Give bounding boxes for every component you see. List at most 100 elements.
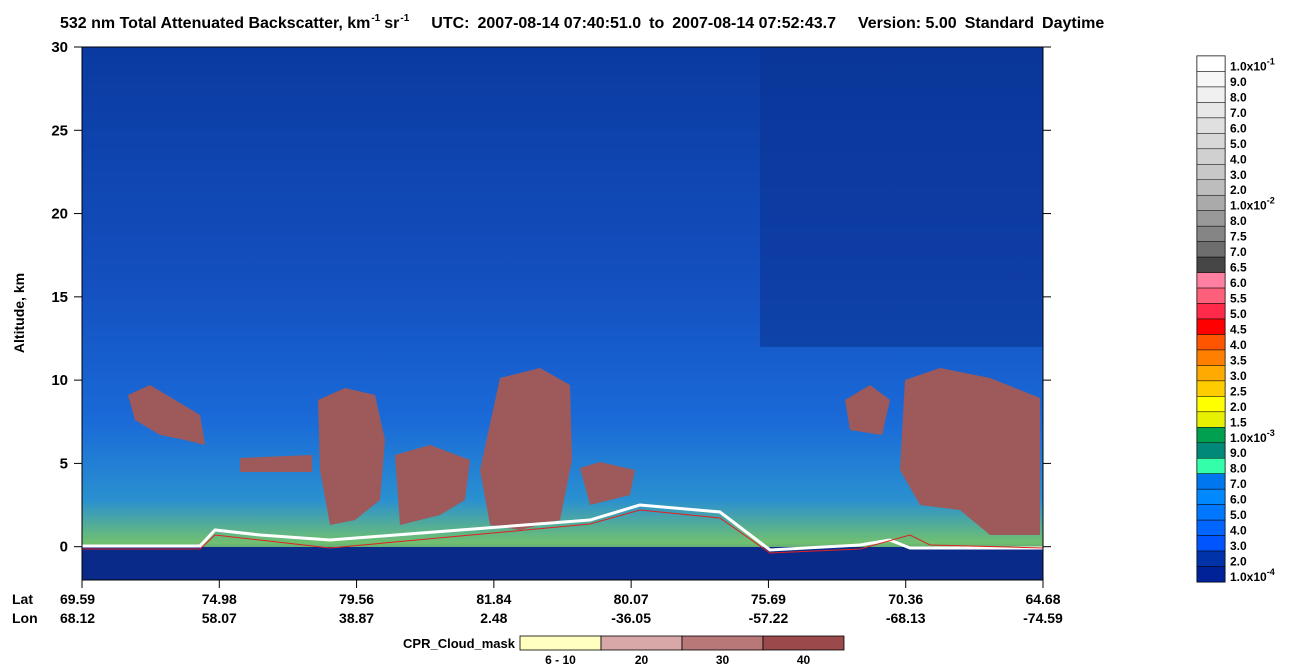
colorbar-label-base: 4.0: [1230, 524, 1247, 538]
colorbar-label-base: 4.5: [1230, 322, 1247, 336]
colorbar-label: 6.0: [1230, 276, 1247, 290]
colorbar-swatch: [1196, 550, 1226, 567]
colorbar-swatch: [1196, 241, 1226, 258]
colorbar-label: 7.0: [1230, 477, 1247, 491]
lon-tick-label: -36.05: [611, 610, 651, 626]
colorbar-label: 7.0: [1230, 106, 1247, 120]
colorbar-label: 7.0: [1230, 245, 1247, 259]
colorbar-label: 6.5: [1230, 261, 1247, 275]
title-part: -1: [400, 13, 409, 24]
colorbar-label-base: 6.0: [1230, 276, 1247, 290]
mask-category-label: 6 - 10: [545, 653, 576, 667]
colorbar-label-base: 5.0: [1230, 137, 1247, 151]
colorbar-label: 1.0x10-3: [1230, 428, 1275, 445]
y-tick-label: 30: [51, 39, 68, 56]
colorbar-label-base: 7.5: [1230, 230, 1247, 244]
mask-swatch: [762, 635, 845, 651]
colorbar-label-base: 4.0: [1230, 338, 1247, 352]
colorbar-label-exp: -2: [1267, 196, 1275, 206]
y-tick-label: 20: [51, 206, 68, 223]
colorbar-swatch: [1196, 488, 1226, 505]
colorbar-swatch: [1196, 210, 1226, 227]
colorbar-label: 3.5: [1230, 353, 1247, 367]
colorbar-label: 2.0: [1230, 400, 1247, 414]
colorbar-swatch: [1196, 55, 1226, 72]
colorbar-label-base: 9.0: [1230, 446, 1247, 460]
mask-swatch: [600, 635, 683, 651]
colorbar-swatch: [1196, 427, 1226, 444]
colorbar-label: 9.0: [1230, 75, 1247, 89]
lat-tick-label: 75.69: [751, 591, 786, 607]
mask-category-label: 40: [797, 653, 811, 667]
colorbar-label-base: 7.0: [1230, 106, 1247, 120]
colorbar-swatch: [1196, 256, 1226, 273]
colorbar-label-base: 2.5: [1230, 384, 1247, 398]
colorbar-label: 9.0: [1230, 446, 1247, 460]
colorbar-label-base: 1.0x10: [1230, 570, 1267, 584]
colorbar-label: 1.5: [1230, 415, 1247, 429]
y-tick-label: 10: [51, 372, 68, 389]
mask-category-label: 20: [635, 653, 649, 667]
lon-tick-label: 68.12: [60, 610, 95, 626]
colorbar-label-base: 5.0: [1230, 508, 1247, 522]
colorbar-label-base: 3.0: [1230, 539, 1247, 553]
lat-tick-label: 70.36: [888, 591, 923, 607]
colorbar-label: 6.0: [1230, 121, 1247, 135]
colorbar-label-base: 3.0: [1230, 369, 1247, 383]
colorbar-label: 7.5: [1230, 230, 1247, 244]
colorbar-label-base: 8.0: [1230, 462, 1247, 476]
colorbar-label-exp: -3: [1267, 428, 1275, 438]
title-part: 2007-08-14 07:40:51.0: [477, 15, 641, 32]
colorbar-swatch: [1196, 303, 1226, 320]
colorbar-label-base: 8.0: [1230, 90, 1247, 104]
title-part: Standard: [965, 15, 1034, 32]
lat-tick-label: 79.56: [339, 591, 374, 607]
colorbar-swatch: [1196, 504, 1226, 521]
colorbar-swatch: [1196, 334, 1226, 351]
colorbar-swatch: [1196, 365, 1226, 382]
lat-tick-label: 64.68: [1025, 591, 1060, 607]
colorbar-swatch: [1196, 566, 1226, 583]
colorbar-swatch: [1196, 411, 1226, 428]
colorbar-label: 2.0: [1230, 555, 1247, 569]
lon-tick-label: -68.13: [886, 610, 926, 626]
lat-tick-label: 74.98: [202, 591, 237, 607]
colorbar-swatch: [1196, 535, 1226, 552]
title-part: -1: [371, 13, 380, 24]
colorbar-label-base: 6.5: [1230, 261, 1247, 275]
colorbar-label: 2.0: [1230, 183, 1247, 197]
colorbar-label: 8.0: [1230, 214, 1247, 228]
colorbar-label-base: 4.0: [1230, 152, 1247, 166]
title-part: Daytime: [1042, 15, 1104, 32]
mask-category-label: 30: [716, 653, 730, 667]
colorbar-label-base: 5.5: [1230, 292, 1247, 306]
colorbar-swatch: [1196, 457, 1226, 474]
colorbar-label: 6.0: [1230, 493, 1247, 507]
colorbar-label: 8.0: [1230, 462, 1247, 476]
colorbar-label-exp: -1: [1267, 56, 1275, 66]
colorbar-swatch: [1196, 318, 1226, 335]
lat-tick-label: 81.84: [476, 591, 511, 607]
colorbar-label-base: 1.0x10: [1230, 59, 1267, 73]
lon-tick-label: 38.87: [339, 610, 374, 626]
colorbar-label: 1.0x10-2: [1230, 196, 1275, 213]
colorbar-label-base: 2.0: [1230, 555, 1247, 569]
colorbar-label-base: 1.0x10: [1230, 199, 1267, 213]
colorbar-label: 4.5: [1230, 322, 1247, 336]
colorbar-label: 5.0: [1230, 137, 1247, 151]
colorbar-label-base: 8.0: [1230, 214, 1247, 228]
colorbar-swatch: [1196, 148, 1226, 165]
colorbar-swatch: [1196, 102, 1226, 119]
colorbar-swatch: [1196, 194, 1226, 211]
chart-title: 532 nm Total Attenuated Backscatter, km-…: [60, 13, 1104, 32]
colorbar-swatch: [1196, 164, 1226, 181]
colorbar-label-base: 6.0: [1230, 493, 1247, 507]
lon-tick-label: -74.59: [1023, 610, 1063, 626]
colorbar-swatch: [1196, 272, 1226, 289]
colorbar-label: 5.5: [1230, 292, 1247, 306]
colorbar-label: 3.0: [1230, 369, 1247, 383]
y-tick-label: 15: [51, 289, 68, 306]
